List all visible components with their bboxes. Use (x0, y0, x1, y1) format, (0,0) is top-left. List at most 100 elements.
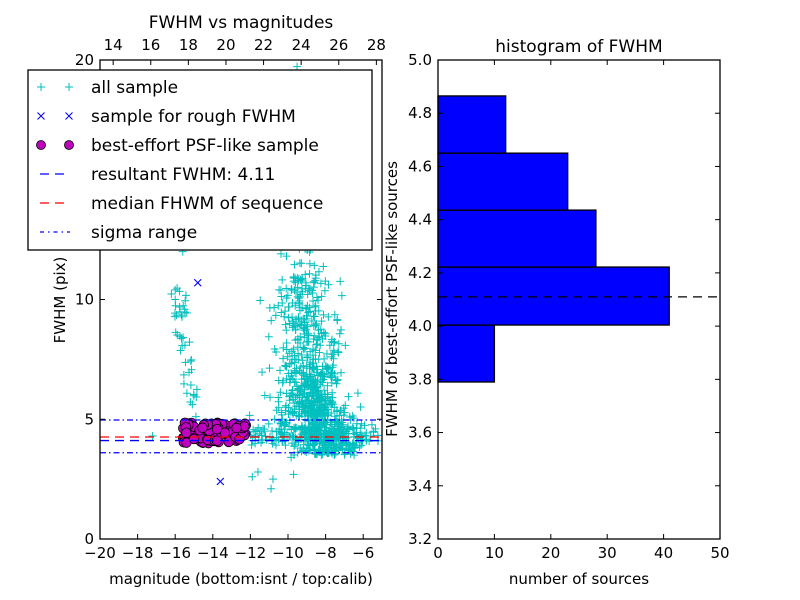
histogram-ticks: 0 10 20 30 40 50 3.2 3.4 3.6 3.8 4.0 4.2 4.4 4.6 4.8 5.… (408, 51, 729, 562)
all-sample-point (304, 428, 313, 437)
all-sample-point (360, 421, 369, 430)
histogram-y-tick-label: 3.2 (408, 530, 432, 548)
all-sample-point (171, 285, 180, 294)
all-sample-point (282, 252, 291, 261)
all-sample-point (264, 419, 273, 428)
all-sample-point (281, 320, 290, 329)
all-sample-point (290, 377, 299, 386)
all-sample-point (181, 358, 190, 367)
all-sample-point (279, 376, 288, 385)
all-sample-point (289, 345, 298, 354)
all-sample-point (338, 445, 347, 454)
all-sample-point (344, 392, 353, 401)
all-sample-point (296, 363, 305, 372)
all-sample-point (276, 249, 285, 258)
all-sample-point (311, 271, 320, 280)
all-sample-point (352, 438, 361, 447)
all-sample-point (172, 311, 181, 320)
all-sample-point (330, 310, 339, 319)
histogram-y-tick-label: 3.4 (408, 477, 432, 495)
all-sample-point (271, 311, 280, 320)
all-sample-point (185, 338, 194, 347)
all-sample-point (323, 364, 332, 373)
legend-label: sample for rough FWHM (91, 107, 296, 127)
all-sample-point (337, 428, 346, 437)
all-sample-point (179, 379, 188, 388)
scatter-title: FWHM vs magnitudes (149, 13, 334, 33)
all-sample-point (272, 406, 281, 415)
all-sample-point (307, 316, 316, 325)
all-sample-point (292, 411, 301, 420)
all-sample-point (331, 444, 340, 453)
all-sample-point (348, 412, 357, 421)
all-sample-point (331, 449, 340, 458)
histogram-bars (437, 95, 670, 383)
all-sample-point (300, 318, 309, 327)
legend-item: median FHWM of sequence (40, 194, 323, 214)
histogram-y-tick-label: 3.6 (408, 424, 432, 442)
all-sample-point (302, 325, 311, 334)
all-sample-point (302, 364, 311, 373)
all-sample-point (303, 329, 312, 338)
all-sample-point (301, 270, 310, 279)
all-sample-point (300, 447, 309, 456)
all-sample-point (287, 359, 296, 368)
scatter-top-x-tick-label: 28 (367, 36, 386, 54)
all-sample-point (337, 325, 346, 334)
all-sample-point (252, 426, 261, 435)
all-sample-point (321, 277, 330, 286)
scatter-x-tick-label: −8 (315, 544, 337, 562)
histogram-title: histogram of FWHM (495, 37, 662, 57)
all-sample-point (286, 407, 295, 416)
all-sample-point (177, 334, 186, 343)
all-sample-point (327, 429, 336, 438)
all-sample-point (280, 312, 289, 321)
histogram-x-tick-label: 0 (433, 544, 443, 562)
all-sample-point (337, 368, 346, 377)
all-sample-point (291, 322, 300, 331)
reference-lines (100, 419, 382, 454)
all-sample-point (297, 375, 306, 384)
all-sample-point (303, 301, 312, 310)
scatter-plot: FWHM vs magnitudes −20 −18 −16 −14 −12 −10 −8−… (27, 13, 386, 588)
histogram-x-tick-label: 50 (710, 544, 729, 562)
all-sample-point (282, 374, 291, 383)
all-sample-point (192, 385, 201, 394)
all-sample-point (271, 441, 280, 450)
all-sample-point (170, 309, 179, 318)
all-sample-point (181, 291, 190, 300)
all-sample-point (272, 347, 281, 356)
all-sample-point (350, 451, 359, 460)
scatter-y-tick-label: 10 (75, 291, 94, 309)
all-sample-point (316, 401, 325, 410)
all-sample-point (282, 401, 291, 410)
all-sample-point (287, 347, 296, 356)
histogram-bar (437, 324, 496, 383)
all-sample-point (282, 326, 291, 335)
all-sample-point (300, 385, 309, 394)
all-sample-point (306, 383, 315, 392)
all-sample-point (281, 307, 290, 316)
all-sample-point (324, 312, 333, 321)
all-sample-point (290, 351, 299, 360)
all-sample-point (245, 411, 254, 420)
all-sample-point (187, 365, 196, 374)
all-sample-point (171, 295, 180, 304)
all-sample-point (306, 307, 315, 316)
rough-fwhm-point (193, 278, 202, 287)
all-sample-point (315, 447, 324, 456)
all-sample-point (357, 431, 366, 440)
all-sample-point (309, 426, 318, 435)
scatter-top-x-tick-label: 24 (292, 36, 311, 54)
all-sample-point (334, 339, 343, 348)
all-sample-point (320, 400, 329, 409)
all-sample-point (311, 302, 320, 311)
psf-like-point (188, 433, 200, 445)
all-sample-point (179, 333, 188, 342)
all-sample-point (315, 403, 324, 412)
all-sample-point (249, 425, 258, 434)
all-sample-point (260, 427, 269, 436)
all-sample-point (189, 390, 198, 399)
legend-x-icon (37, 112, 45, 120)
all-sample-point (315, 348, 324, 357)
